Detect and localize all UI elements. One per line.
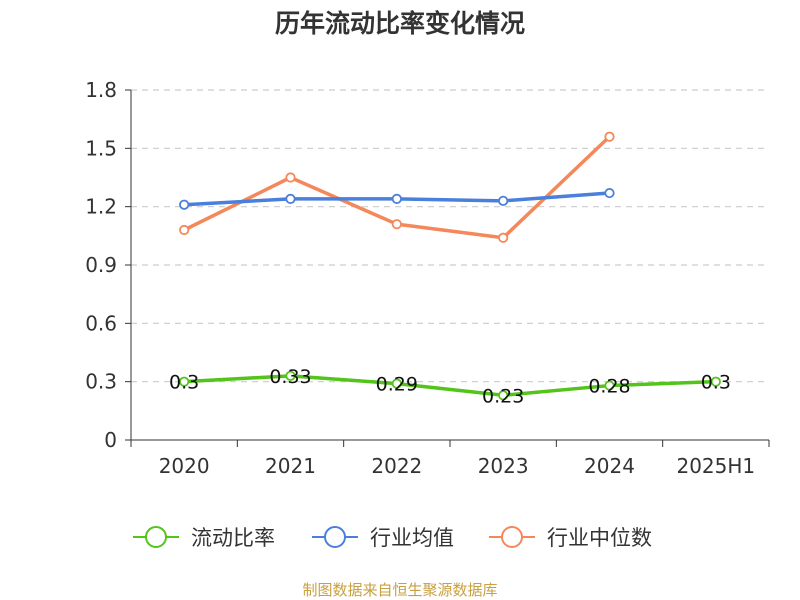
data-point	[391, 378, 402, 389]
legend-label: 行业均值	[370, 526, 454, 550]
y-tick-label: 1.5	[85, 136, 117, 160]
data-point	[179, 224, 190, 236]
legend-item[interactable]: 行业均值	[312, 526, 454, 550]
y-tick-label: 0	[104, 428, 117, 452]
data-label: 0.28	[588, 376, 630, 398]
data-point	[285, 172, 296, 183]
chart-title: 历年流动比率变化情况	[275, 9, 525, 38]
data-label: 0.3	[701, 372, 731, 394]
data-point	[285, 370, 296, 381]
data-point	[604, 187, 615, 199]
data-point	[498, 232, 509, 243]
data-point	[498, 195, 509, 206]
legend: 流动比率 行业均值 行业中位数	[133, 526, 652, 550]
data-point	[498, 390, 509, 401]
data-label: 0.23	[482, 385, 524, 407]
legend-item[interactable]: 流动比率	[133, 526, 275, 550]
data-label: 0.3	[169, 372, 199, 394]
x-tick-label: 2024	[584, 454, 635, 478]
source-note: 制图数据来自恒生聚源数据库	[302, 581, 497, 599]
y-tick-label: 0.9	[85, 253, 117, 277]
y-axis-ticks: 0 0.3 0.6 0.9 1.2 1.5 1.8	[85, 78, 131, 452]
legend-item[interactable]: 行业中位数	[489, 526, 652, 550]
data-point	[179, 376, 190, 387]
series	[179, 131, 721, 401]
legend-label: 流动比率	[191, 526, 275, 550]
legend-marker	[145, 526, 167, 548]
data-label: 0.33	[269, 366, 311, 388]
legend-marker	[324, 526, 346, 548]
x-tick-label: 2020	[159, 454, 210, 478]
data-point	[179, 199, 190, 210]
y-tick-label: 0.3	[85, 370, 117, 394]
x-tick-label: 2021	[265, 454, 316, 478]
data-point	[604, 380, 615, 391]
series-line	[182, 374, 718, 398]
y-tick-label: 1.2	[85, 195, 117, 219]
x-axis-ticks: 2020 2021 2022 2023 2024 2025H1	[130, 440, 770, 478]
data-point	[604, 131, 615, 142]
x-tick-label: 2025H1	[676, 454, 755, 478]
legend-label: 行业中位数	[547, 526, 652, 550]
y-tick-label: 1.8	[85, 78, 117, 102]
data-label: 0.29	[376, 374, 418, 396]
data-labels: 0.3 0.33 0.29 0.23 0.28 0.3	[169, 366, 731, 407]
data-point	[285, 193, 296, 204]
data-point	[710, 376, 721, 387]
legend-marker	[501, 526, 523, 548]
x-tick-label: 2023	[478, 454, 529, 478]
data-point	[391, 193, 402, 204]
x-tick-label: 2022	[371, 454, 422, 478]
data-point	[391, 219, 402, 230]
y-tick-label: 0.6	[85, 311, 117, 335]
grid-lines	[131, 89, 769, 383]
